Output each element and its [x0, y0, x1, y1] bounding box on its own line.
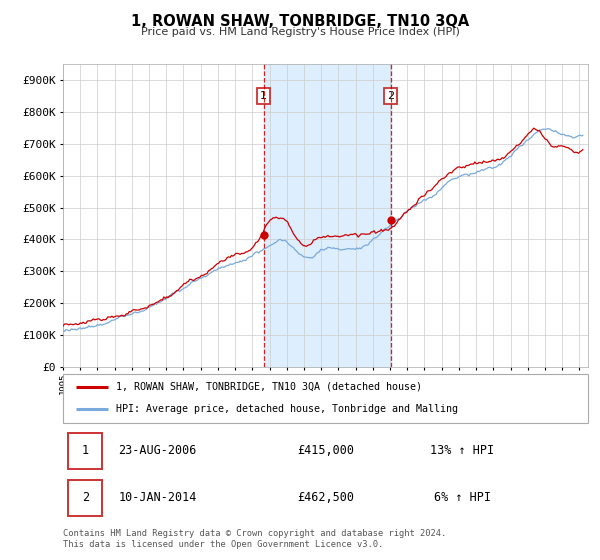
Text: HPI: Average price, detached house, Tonbridge and Malling: HPI: Average price, detached house, Tonb…	[115, 404, 458, 414]
Text: 23-AUG-2006: 23-AUG-2006	[118, 444, 197, 457]
FancyBboxPatch shape	[63, 374, 588, 423]
FancyBboxPatch shape	[68, 480, 103, 516]
Text: £415,000: £415,000	[297, 444, 354, 457]
Text: 6% ↑ HPI: 6% ↑ HPI	[433, 491, 491, 504]
Text: 13% ↑ HPI: 13% ↑ HPI	[430, 444, 494, 457]
FancyBboxPatch shape	[68, 433, 103, 469]
Text: 1, ROWAN SHAW, TONBRIDGE, TN10 3QA (detached house): 1, ROWAN SHAW, TONBRIDGE, TN10 3QA (deta…	[115, 382, 421, 392]
Text: Price paid vs. HM Land Registry's House Price Index (HPI): Price paid vs. HM Land Registry's House …	[140, 27, 460, 37]
Text: 1: 1	[260, 91, 267, 101]
Text: Contains HM Land Registry data © Crown copyright and database right 2024.
This d: Contains HM Land Registry data © Crown c…	[63, 529, 446, 549]
Text: 2: 2	[82, 491, 89, 504]
Text: 2: 2	[387, 91, 394, 101]
Text: 1, ROWAN SHAW, TONBRIDGE, TN10 3QA: 1, ROWAN SHAW, TONBRIDGE, TN10 3QA	[131, 14, 469, 29]
Text: 1: 1	[82, 444, 89, 457]
Text: 10-JAN-2014: 10-JAN-2014	[118, 491, 197, 504]
Text: £462,500: £462,500	[297, 491, 354, 504]
